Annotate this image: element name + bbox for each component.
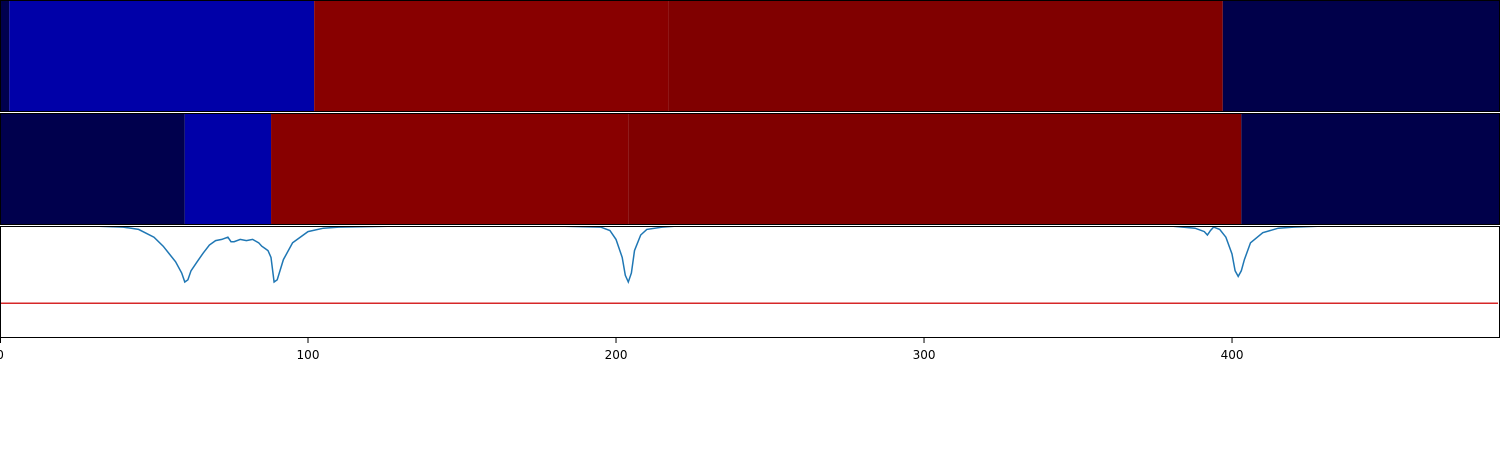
x-tick-label-0: 0 (0, 348, 4, 362)
track-1-segment-4 (1223, 0, 1500, 112)
boundary-score-line (0, 226, 1500, 282)
track-1-segment-0 (0, 0, 9, 112)
segmentation-track-2 (0, 113, 1500, 225)
track-1-segment-1 (9, 0, 314, 112)
x-axis: 0 100 200 300 400 (0, 338, 1243, 362)
panel-frame-3 (1, 227, 1500, 338)
x-tick-label-3: 300 (913, 348, 936, 362)
track-2-segment-4 (1241, 113, 1500, 225)
segmentation-track-1 (0, 0, 1500, 112)
track-1-segment-2 (314, 0, 668, 112)
boundary-score-panel (0, 226, 1500, 303)
track-2-segment-0 (0, 113, 185, 225)
x-tick-label-1: 100 (297, 348, 320, 362)
track-1-segment-3 (668, 0, 1222, 112)
track-2-segment-1 (185, 113, 271, 225)
x-tick-label-2: 200 (605, 348, 628, 362)
track-2-segment-2 (271, 113, 628, 225)
track-2-segment-3 (628, 113, 1241, 225)
x-tick-label-4: 400 (1221, 348, 1244, 362)
